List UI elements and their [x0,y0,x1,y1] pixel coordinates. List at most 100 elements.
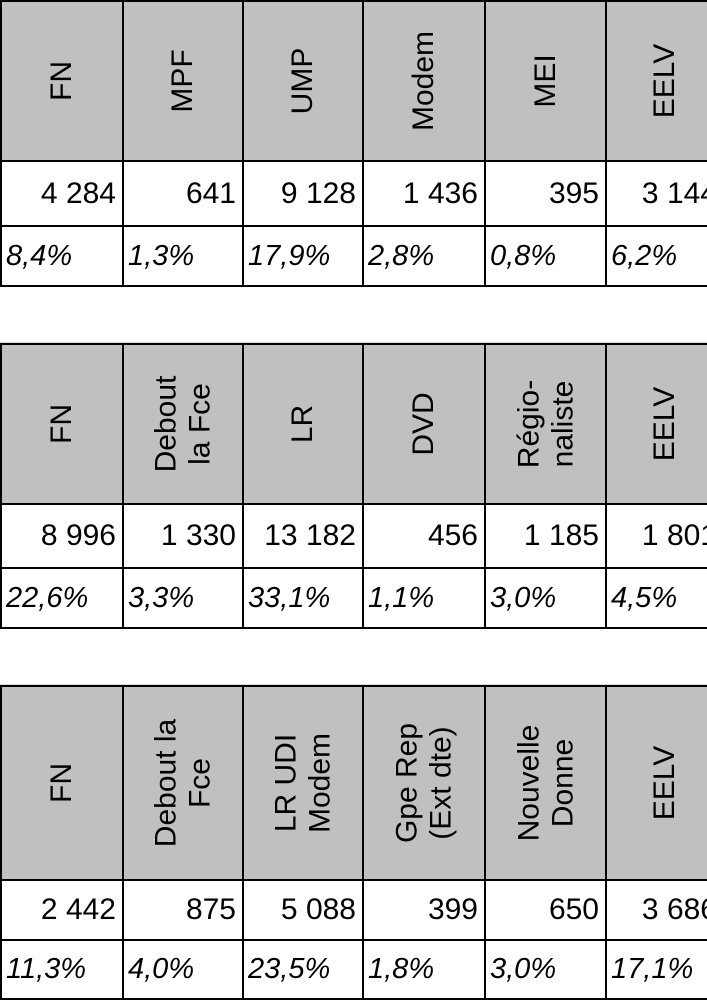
empty-cell[interactable] [484,629,607,685]
vote-count-cell[interactable]: 13 182 [242,503,364,569]
vote-count: 13 182 [264,519,356,552]
vote-percent: 3,0% [490,953,557,985]
empty-cell[interactable] [605,287,707,343]
vote-count: 3 686 [641,893,707,926]
vote-percent: 2,8% [368,239,435,272]
vote-count: 456 [427,519,478,552]
empty-cell[interactable] [242,629,364,685]
vote-count-cell[interactable]: 1 436 [362,160,486,227]
vote-count: 2 442 [40,893,116,926]
empty-cell[interactable] [242,287,364,343]
empty-cell[interactable] [605,629,707,685]
header-cell[interactable]: Debout la Fce [122,685,244,881]
vote-count-cell[interactable]: 456 [362,503,486,569]
party-name: MPF [166,49,200,113]
vote-percent-cell[interactable]: 3,3% [122,567,244,629]
vote-count-cell[interactable]: 2 442 [0,879,124,941]
vote-count-cell[interactable]: 641 [122,160,244,227]
party-name: LR [286,404,320,444]
header-cell[interactable]: EELV [605,343,707,505]
vote-count-cell[interactable]: 4 284 [0,160,124,227]
party-name: Debout la Fce [149,718,216,848]
header-cell[interactable]: MPF [122,0,244,162]
vote-count-cell[interactable]: 8 996 [0,503,124,569]
vote-count-cell[interactable]: 875 [122,879,244,941]
header-cell[interactable]: EELV [605,685,707,881]
vote-percent-cell[interactable]: 6,2% [605,225,707,287]
vote-percent-cell[interactable]: 17,1% [605,939,707,1000]
vote-count-cell[interactable]: 1 330 [122,503,244,569]
party-name: FN [45,404,79,444]
header-cell[interactable]: LR [242,343,364,505]
header-cell[interactable]: Régio- naliste [484,343,607,505]
header-cell[interactable]: FN [0,685,124,881]
vote-percent: 4,5% [611,581,678,614]
empty-cell[interactable] [0,287,124,343]
header-cell[interactable]: FN [0,0,124,162]
header-cell[interactable]: FN [0,343,124,505]
empty-cell[interactable] [0,629,124,685]
header-cell[interactable]: Modem [362,0,486,162]
vote-percent-cell[interactable]: 1,1% [362,567,486,629]
vote-count-cell[interactable]: 1 801 [605,503,707,569]
header-cell[interactable]: UMP [242,0,364,162]
vote-count: 1 185 [523,519,599,552]
vote-percent: 1,3% [128,239,195,272]
empty-cell[interactable] [362,287,486,343]
vote-percent: 6,2% [611,239,678,272]
vote-percent: 11,3% [6,953,87,985]
vote-percent: 4,0% [128,953,195,985]
vote-count-cell[interactable]: 3 686 [605,879,707,941]
vote-count-cell[interactable]: 395 [484,160,607,227]
party-name: Modem [407,30,441,132]
vote-percent-cell[interactable]: 23,5% [242,939,364,1000]
vote-count-cell[interactable]: 1 185 [484,503,607,569]
vote-count-cell[interactable]: 650 [484,879,607,941]
vote-percent-cell[interactable]: 0,8% [484,225,607,287]
header-cell[interactable]: Gpe Rep (Ext dte) [362,685,486,881]
empty-cell[interactable] [484,287,607,343]
header-cell[interactable]: DVD [362,343,486,505]
vote-percent-cell[interactable]: 33,1% [242,567,364,629]
vote-count: 395 [548,176,599,210]
party-name: Nouvelle Donne [511,724,579,842]
vote-count-cell[interactable]: 5 088 [242,879,364,941]
vote-percent: 0,8% [490,239,557,272]
party-name: EELV [648,745,682,821]
vote-percent-cell[interactable]: 4,0% [122,939,244,1000]
header-cell[interactable]: LR UDI Modem [242,685,364,881]
vote-count-cell[interactable]: 3 144 [605,160,707,227]
vote-count: 9 128 [280,176,356,210]
vote-count: 875 [185,893,236,926]
vote-percent-cell[interactable]: 11,3% [0,939,124,1000]
empty-cell[interactable] [122,629,244,685]
header-cell[interactable]: MEI [484,0,607,162]
party-name: FN [45,61,79,101]
party-name: UMP [286,47,320,115]
vote-percent-cell[interactable]: 8,4% [0,225,124,287]
header-cell[interactable]: Nouvelle Donne [484,685,607,881]
empty-cell[interactable] [122,287,244,343]
vote-percent-cell[interactable]: 17,9% [242,225,364,287]
vote-count: 1 801 [641,519,707,552]
vote-count-cell[interactable]: 399 [362,879,486,941]
vote-percent-cell[interactable]: 3,0% [484,939,607,1000]
vote-percent: 3,0% [490,581,557,614]
header-cell[interactable]: Debout la Fce [122,343,244,505]
vote-percent-cell[interactable]: 1,3% [122,225,244,287]
vote-percent-cell[interactable]: 1,8% [362,939,486,1000]
vote-percent: 33,1% [248,581,331,614]
vote-percent: 17,1% [611,953,694,985]
vote-count: 1 436 [402,176,478,210]
vote-count-cell[interactable]: 9 128 [242,160,364,227]
party-name: DVD [407,392,441,456]
vote-percent-cell[interactable]: 2,8% [362,225,486,287]
vote-count: 5 088 [280,893,356,926]
vote-percent-cell[interactable]: 22,6% [0,567,124,629]
header-cell[interactable]: EELV [605,0,707,162]
vote-percent-cell[interactable]: 3,0% [484,567,607,629]
vote-percent-cell[interactable]: 4,5% [605,567,707,629]
empty-cell[interactable] [362,629,486,685]
vote-percent: 22,6% [6,581,89,614]
